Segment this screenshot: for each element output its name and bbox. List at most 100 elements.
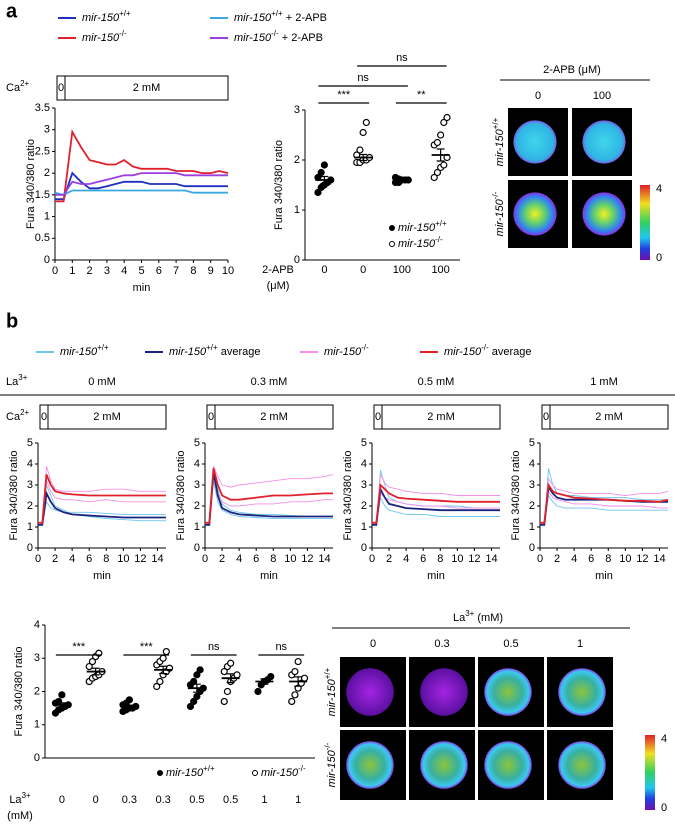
- error-bar: [57, 702, 66, 708]
- series-line: [540, 468, 668, 526]
- y-axis-label: Fura 340/380 ratio: [273, 140, 285, 230]
- image-title: 2-APB (μM): [543, 64, 601, 76]
- ca-text: 2 mM: [260, 411, 288, 423]
- y-tick-label: 2: [27, 500, 33, 512]
- x-tick-label: 0: [52, 265, 58, 277]
- ca-zero: 0: [543, 411, 549, 423]
- series-line: [540, 494, 668, 526]
- legend-marker: [389, 241, 395, 247]
- series-line: [205, 467, 333, 524]
- y-tick-label: 0: [44, 254, 50, 266]
- y-tick-label: 3: [361, 479, 367, 491]
- point: [55, 697, 63, 706]
- ca-zero: 0: [375, 411, 381, 423]
- y-axis-label: Fura 340/380 ratio: [175, 451, 187, 541]
- x-tick-label: 0.5: [189, 794, 204, 806]
- x-tick-label: 14: [485, 553, 497, 565]
- point: [162, 647, 170, 656]
- series-line: [38, 490, 166, 526]
- x-tick-label: 0: [59, 794, 65, 806]
- legend-label: mir-150-/-: [82, 29, 127, 44]
- column-label: 0.5: [503, 638, 518, 650]
- x-tick-label: 8: [605, 553, 611, 565]
- row-label: mir-150-/-: [323, 742, 338, 787]
- x-tick-label: 7: [173, 265, 179, 277]
- cell: [420, 668, 468, 716]
- y-tick-label: 1.5: [35, 189, 50, 201]
- y-tick-label: 3: [34, 652, 40, 664]
- x-tick-label: 8: [270, 553, 276, 565]
- significance-label: ***: [72, 641, 86, 653]
- x-tick-label: 1: [69, 265, 75, 277]
- significance-label: **: [417, 89, 426, 101]
- x-axis-label: min: [93, 570, 111, 582]
- cell: [484, 668, 532, 716]
- colorbar-label: 4: [661, 733, 667, 745]
- error-bar: [320, 175, 329, 185]
- point: [291, 667, 299, 676]
- ca-text: 2 mM: [133, 82, 161, 94]
- y-tick-label: 4: [194, 458, 200, 470]
- x-axis-label: (mM): [7, 810, 33, 822]
- y-tick-label: 1: [361, 521, 367, 533]
- error-bar: [359, 153, 368, 162]
- significance-label: ns: [396, 52, 408, 64]
- y-tick-label: 1: [294, 204, 300, 216]
- y-tick-label: 2.5: [35, 145, 50, 157]
- point: [362, 118, 370, 127]
- colorbar-label: 4: [656, 183, 662, 195]
- y-tick-label: 3: [27, 479, 33, 491]
- x-tick-label: 12: [301, 553, 313, 565]
- x-tick-label: 8: [103, 553, 109, 565]
- row-label: mir-150+/+: [323, 667, 338, 716]
- x-tick-label: 6: [420, 553, 426, 565]
- y-tick-label: 0: [27, 542, 33, 554]
- point: [196, 666, 204, 674]
- point: [88, 657, 97, 666]
- series-line: [38, 500, 166, 526]
- row-label: mir-150+/+: [491, 117, 506, 166]
- y-tick-label: 4: [529, 458, 535, 470]
- cell: [582, 120, 626, 164]
- ca-zero: 0: [41, 411, 47, 423]
- x-tick-label: 14: [151, 553, 163, 565]
- legend-label: mir-150+/+: [166, 764, 215, 779]
- x-tick-label: 6: [156, 265, 162, 277]
- error-bar: [397, 178, 406, 182]
- cell: [558, 741, 606, 789]
- y-tick-label: 2: [361, 500, 367, 512]
- legend-label: mir-150+/+: [60, 343, 109, 358]
- x-tick-label: 12: [468, 553, 480, 565]
- x-tick-label: 1: [295, 794, 301, 806]
- series-line: [38, 465, 166, 524]
- x-tick-label: 1: [261, 794, 267, 806]
- series-line: [38, 474, 166, 524]
- x-tick-label: 2: [554, 553, 560, 565]
- ca-bar: [39, 404, 167, 430]
- y-tick-label: 2: [34, 685, 40, 697]
- legend-marker: [389, 225, 395, 231]
- panel-label: a: [6, 0, 18, 22]
- point: [359, 128, 367, 137]
- point: [294, 657, 302, 666]
- x-tick-label: 0: [369, 553, 375, 565]
- x-axis-label: min: [595, 570, 613, 582]
- error-bar: [159, 665, 168, 675]
- x-tick-label: 0: [360, 264, 366, 276]
- x-tick-label: 100: [431, 264, 449, 276]
- series-line: [540, 477, 669, 524]
- legend-marker: [252, 770, 258, 776]
- y-tick-label: 1: [34, 719, 40, 731]
- error-bar: [125, 704, 134, 709]
- legend-label: mir-150-/- average: [444, 343, 531, 358]
- point: [430, 173, 438, 182]
- legend-label: mir-150+/+: [82, 9, 131, 24]
- ca-label: Ca2+: [6, 79, 30, 94]
- x-tick-label: 0: [321, 264, 327, 276]
- point: [223, 687, 232, 696]
- point: [267, 672, 275, 681]
- point: [233, 671, 241, 679]
- point: [193, 671, 201, 679]
- y-tick-label: 4: [27, 458, 33, 470]
